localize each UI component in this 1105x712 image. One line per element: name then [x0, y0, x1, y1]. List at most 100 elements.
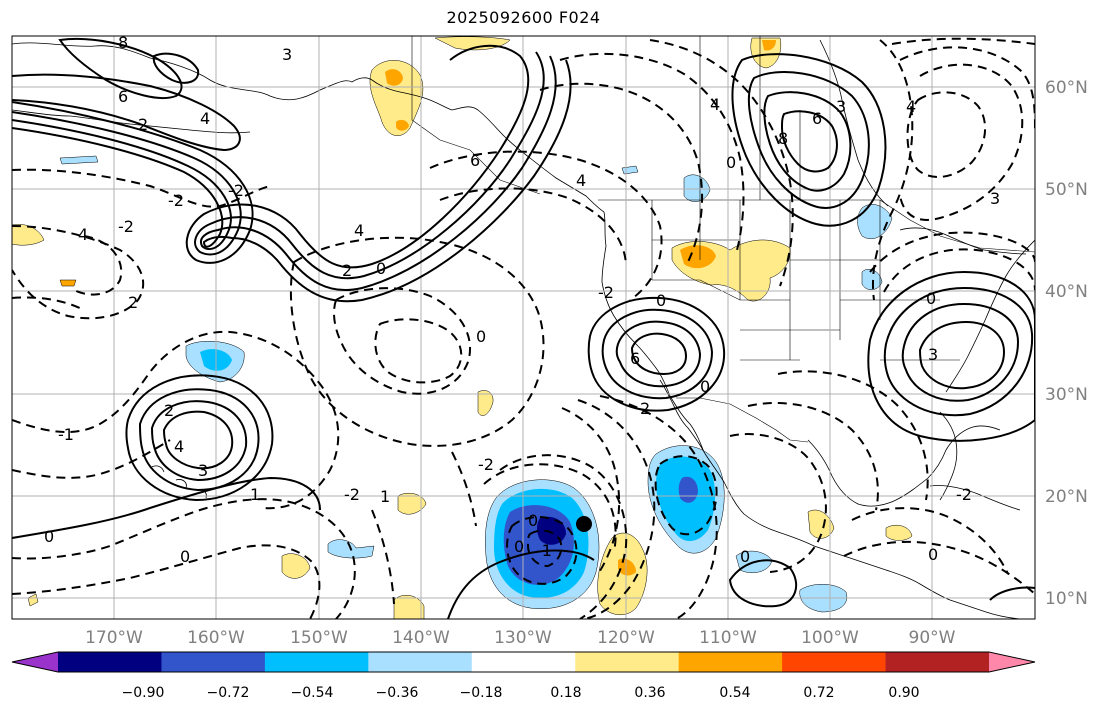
colorbar-extend-max [989, 652, 1035, 672]
lon-tick-label: 130°W [494, 628, 552, 648]
contour-dashed-11 [429, 150, 663, 301]
shade-orange-gulf-alaska-2 [396, 119, 409, 131]
contour-label: 4 [200, 109, 210, 128]
storm-center-marker [576, 516, 592, 532]
shade-positive-small-5 [27, 593, 39, 607]
contour-dashed-8 [333, 287, 471, 395]
contour-label: -2 [598, 283, 614, 302]
colorbar-tick-label: 0.36 [634, 685, 665, 701]
coastlines [12, 39, 1035, 619]
colorbar-tick-label: −0.36 [376, 685, 419, 701]
contour-jet-2 [12, 51, 545, 280]
lon-tick-label: 110°W [699, 628, 757, 648]
contour-label: 0 [726, 153, 736, 172]
colorbar-segment [264, 652, 369, 672]
colorbar-segment [575, 652, 680, 672]
contour-label: 6 [812, 109, 822, 128]
shade-positive-small-1 [59, 279, 77, 287]
coast-gulf-mexico [807, 425, 1001, 507]
coast-great-lakes [899, 227, 1027, 255]
contour-label: -2 [956, 485, 972, 504]
contour-dashed-19 [891, 37, 1035, 45]
lon-tick-label: 140°W [392, 628, 450, 648]
coast-west-us [601, 211, 671, 397]
lon-tick-label: 90°W [909, 628, 956, 648]
contour-dashed-4 [12, 330, 340, 510]
contour-canada-low-2 [747, 71, 870, 209]
contour-dashed-30 [843, 540, 1035, 595]
contour-label: -2 [228, 181, 244, 200]
contour-dashed-27 [747, 402, 879, 511]
contour-se-us-high-1 [867, 270, 1035, 442]
contour-dashed-33 [506, 516, 578, 585]
contour-alaska-high-3 [152, 52, 200, 84]
contour-alaska-high-2 [58, 37, 183, 100]
colorbar-tick-label: 0.54 [719, 685, 750, 701]
contour-label: 0 [656, 291, 666, 310]
shade-positive-gulf-alaska [369, 60, 424, 136]
colorbar-segment [368, 652, 473, 672]
contour-canada-low-3 [763, 91, 852, 192]
contour-dashed-18 [899, 63, 1024, 221]
colorbar-segment [782, 652, 887, 672]
contour-dashed-31 [499, 454, 628, 619]
contour-dashed-17 [899, 46, 1035, 131]
colorbar-outline [11, 651, 1036, 673]
lon-tick-label: 100°W [801, 628, 859, 648]
contour-label: 2 [128, 293, 138, 312]
colorbar-tick-label: −0.72 [207, 685, 250, 701]
contour-canada-low-4 [780, 110, 838, 173]
contour-jet-4 [12, 59, 572, 303]
contour-label: 0 [44, 527, 54, 546]
contour-label: 4 [354, 221, 364, 240]
colorbar-segment [885, 652, 990, 672]
contour-label: 4 [78, 225, 88, 244]
colorbar-segment [678, 652, 783, 672]
lat-tick-label: 30°N [1045, 385, 1088, 405]
contour-label: 0 [180, 547, 190, 566]
lat-tick-label: 60°N [1045, 78, 1088, 98]
contour-canada-low-1 [731, 53, 887, 227]
border-us-canada [598, 199, 1035, 253]
shade-positive-small-3 [397, 493, 427, 515]
colorbar-tick-label: −0.54 [291, 685, 334, 701]
contour-jet-1 [12, 44, 530, 269]
contour-label: 4 [906, 97, 916, 116]
contour-label: 6 [470, 151, 480, 170]
contour-label: -2 [344, 485, 360, 504]
contour-hawaii-high-1 [125, 374, 274, 502]
contour-dashed-10 [374, 318, 463, 384]
contour-hawaii-high-4 [162, 410, 234, 470]
contour-label: 3 [198, 461, 208, 480]
contour-dashed-38 [12, 296, 85, 311]
shade-orange-western-us [680, 245, 716, 269]
contour-hawaii-high-3 [150, 400, 248, 482]
contour-dashed-2 [12, 225, 145, 320]
contour-dashed-34 [526, 529, 563, 568]
contour-dashed-25 [599, 395, 718, 619]
contour-sw-us-high-4 [630, 332, 688, 376]
contour-label: -1 [58, 425, 74, 444]
shade-orange-gulf-alaska [385, 69, 403, 86]
contour-dashed-14 [559, 52, 745, 255]
contour-dashed-12 [439, 187, 627, 265]
lon-tick-label: 150°W [290, 628, 348, 648]
coast-baja [659, 379, 705, 453]
contour-label: 0 [928, 545, 938, 564]
contour-label: 4 [576, 171, 586, 190]
contour-sw-us-high-1 [587, 296, 726, 412]
lat-tick-label: 50°N [1045, 180, 1088, 200]
contour-label: 3 [928, 345, 938, 364]
contour-label: 2 [164, 401, 174, 420]
contour-dashed-24 [577, 399, 656, 619]
contour-dashed-16 [871, 39, 914, 301]
colorbar-tick-label: 0.90 [888, 685, 919, 701]
contour-labels: 8 6 4 2 -2 -2 3 4 -2 2 4 2 0 0 6 4 -2 0 … [44, 33, 1000, 566]
colorbar-segment [161, 652, 266, 672]
colorbar-labels: −0.90 −0.72 −0.54 −0.36 −0.18 0.18 0.36 … [122, 685, 920, 701]
contour-label: 8 [118, 33, 128, 52]
political-borders [411, 36, 1035, 443]
contour-label: 4 [710, 95, 720, 114]
contour-dashed-3 [73, 235, 123, 296]
